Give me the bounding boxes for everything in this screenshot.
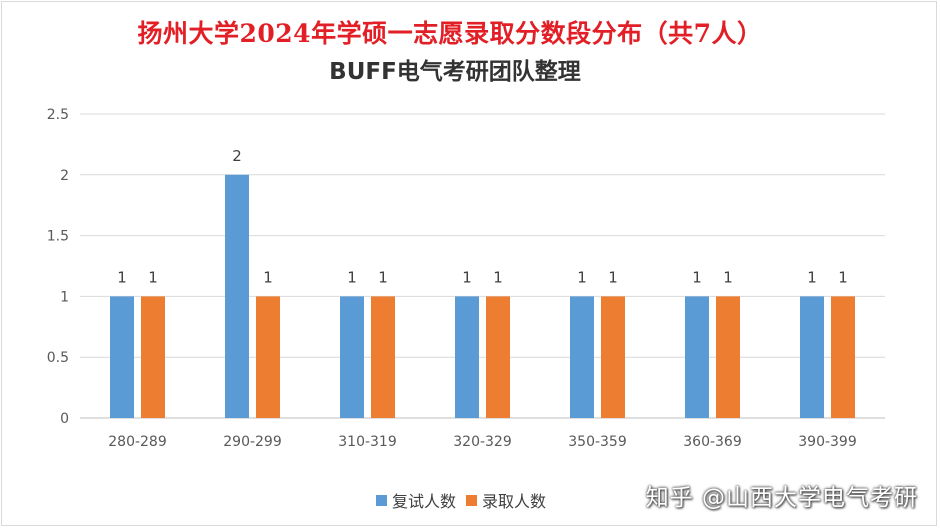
x-tick-label: 320-329: [453, 434, 512, 450]
x-tick-label: 290-299: [223, 434, 282, 450]
data-label: 2: [232, 147, 242, 165]
data-label: 1: [723, 268, 733, 286]
x-tick-label: 390-399: [798, 434, 857, 450]
legend-swatch-retest: [376, 494, 387, 506]
x-tick-label: 350-359: [568, 434, 627, 450]
legend-item-retest: 复试人数: [376, 488, 456, 512]
x-tick-label: 280-289: [108, 434, 167, 450]
data-label: 1: [838, 268, 848, 286]
legend-item-admitted: 录取人数: [466, 488, 546, 512]
data-label: 1: [148, 268, 158, 286]
y-tick-label: 2: [60, 168, 69, 184]
bar: [800, 296, 824, 418]
y-tick-label: 2.5: [47, 107, 69, 123]
data-label: 1: [692, 268, 702, 286]
data-label: 1: [378, 268, 388, 286]
legend-label-admitted: 录取人数: [482, 492, 547, 511]
legend-label-retest: 复试人数: [392, 492, 457, 511]
x-tick-label: 310-319: [338, 434, 397, 450]
y-tick-label: 1.5: [47, 229, 69, 245]
data-label: 1: [462, 268, 472, 286]
y-tick-label: 1: [60, 289, 69, 305]
data-label: 1: [577, 268, 587, 286]
bar: [340, 296, 364, 418]
data-label: 1: [608, 268, 618, 286]
data-label: 1: [807, 268, 817, 286]
data-label: 1: [493, 268, 503, 286]
bar: [455, 296, 479, 418]
bar: [831, 296, 855, 418]
bar: [685, 296, 709, 418]
y-tick-label: 0: [60, 411, 69, 427]
bar: [141, 296, 165, 418]
y-tick-label: 0.5: [47, 350, 69, 366]
bar: [570, 296, 594, 418]
bar: [716, 296, 740, 418]
watermark: 知乎 @山西大学电气考研: [645, 485, 918, 511]
bar: [601, 296, 625, 418]
bar: [371, 296, 395, 418]
legend-swatch-admitted: [466, 494, 478, 506]
data-label: 1: [263, 268, 273, 286]
bar: [256, 296, 280, 418]
bar: [486, 296, 510, 418]
x-tick-label: 360-369: [683, 434, 742, 450]
data-label: 1: [117, 268, 127, 286]
chart-title: 扬州大学2024年学硕一志愿录取分数段分布（共7人）: [137, 19, 763, 48]
bar: [225, 174, 249, 418]
bar: [110, 296, 134, 418]
data-label: 1: [347, 268, 357, 286]
chart-legend: 复试人数 录取人数: [376, 488, 556, 512]
chart-subtitle: BUFF电气考研团队整理: [329, 59, 581, 85]
